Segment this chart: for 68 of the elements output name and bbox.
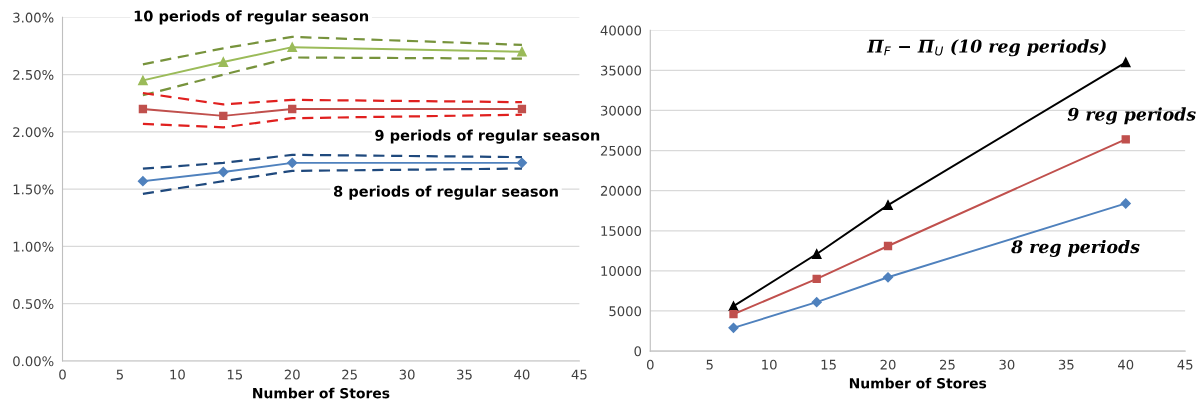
- y-tick-label: 0.50%: [13, 298, 54, 309]
- y-tick-label: 2.00%: [13, 127, 54, 138]
- point: [137, 176, 149, 187]
- y-tick-label: 25000: [600, 145, 642, 156]
- point: [812, 274, 821, 284]
- x-tick-label: 45: [1177, 359, 1193, 370]
- point: [288, 104, 297, 114]
- series-label: 8 reg periods: [1011, 239, 1140, 257]
- x-tick-label: 5: [706, 359, 713, 370]
- x-tick-label: 30: [399, 369, 415, 380]
- x-tick-label: 40: [514, 369, 530, 380]
- y-tick-label: 35000: [600, 65, 642, 76]
- x-tick-label: 35: [457, 369, 472, 380]
- point: [517, 46, 527, 57]
- x-tick-label: 25: [342, 369, 357, 380]
- x-tick-label: 30: [999, 359, 1015, 370]
- point: [218, 57, 229, 67]
- x-tick-label: 0: [59, 369, 66, 380]
- x-tick-label: 5: [116, 369, 123, 380]
- point: [219, 111, 228, 121]
- y-tick-label: 1.50%: [13, 184, 54, 195]
- point: [138, 104, 148, 114]
- point: [1120, 198, 1131, 209]
- series-label: 9 periods of regular season: [375, 129, 600, 144]
- x-tick-label: 20: [284, 369, 300, 380]
- point: [138, 75, 148, 86]
- point: [811, 297, 822, 308]
- y-tick-label: 15000: [601, 225, 642, 236]
- y-tick-label: 3.00%: [13, 12, 54, 23]
- point: [516, 157, 528, 168]
- point: [882, 272, 894, 283]
- y-tick-label: 2.50%: [13, 69, 54, 80]
- point: [218, 166, 229, 178]
- series-label: 10 periods of regular season: [134, 10, 369, 25]
- point: [517, 104, 527, 114]
- x-tick-label: 25: [940, 359, 955, 370]
- x-tick-label: 15: [227, 369, 243, 380]
- y-tick-label: 0.00%: [13, 356, 54, 367]
- x-tick-label: 0: [646, 359, 654, 370]
- x-tick-label: 20: [880, 359, 896, 370]
- y-tick-label: 5000: [609, 306, 642, 317]
- x-tick-label: 10: [170, 369, 185, 380]
- x-axis-title: Number of Stores: [849, 377, 987, 389]
- point: [287, 157, 298, 168]
- x-tick-label: 40: [1117, 359, 1134, 370]
- series-label: 8 periods of regular season: [333, 185, 558, 200]
- point: [811, 249, 822, 259]
- y-tick-label: 10000: [601, 266, 642, 277]
- point: [287, 42, 298, 53]
- point: [1120, 57, 1131, 68]
- point: [883, 200, 893, 210]
- point: [728, 322, 739, 333]
- y-tick-label: 0: [634, 346, 642, 357]
- point: [883, 241, 893, 251]
- point: [729, 310, 738, 319]
- y-tick-label: 1.00%: [13, 241, 54, 252]
- series-label: 9 reg periods: [1067, 107, 1196, 125]
- x-tick-label: 45: [571, 369, 587, 380]
- x-tick-label: 10: [762, 359, 777, 370]
- x-tick-label: 35: [1058, 359, 1074, 370]
- y-tick-label: 40000: [600, 25, 642, 36]
- x-axis-title: Number of Stores: [253, 387, 390, 399]
- point: [728, 301, 739, 312]
- series-label: Π$_{F}$ − Π$_{U}$ (10 reg periods): [866, 39, 1106, 57]
- x-tick-label: 15: [821, 359, 836, 370]
- y-tick-label: 30000: [600, 105, 642, 116]
- y-tick-label: 20000: [600, 185, 642, 196]
- point: [1121, 135, 1130, 144]
